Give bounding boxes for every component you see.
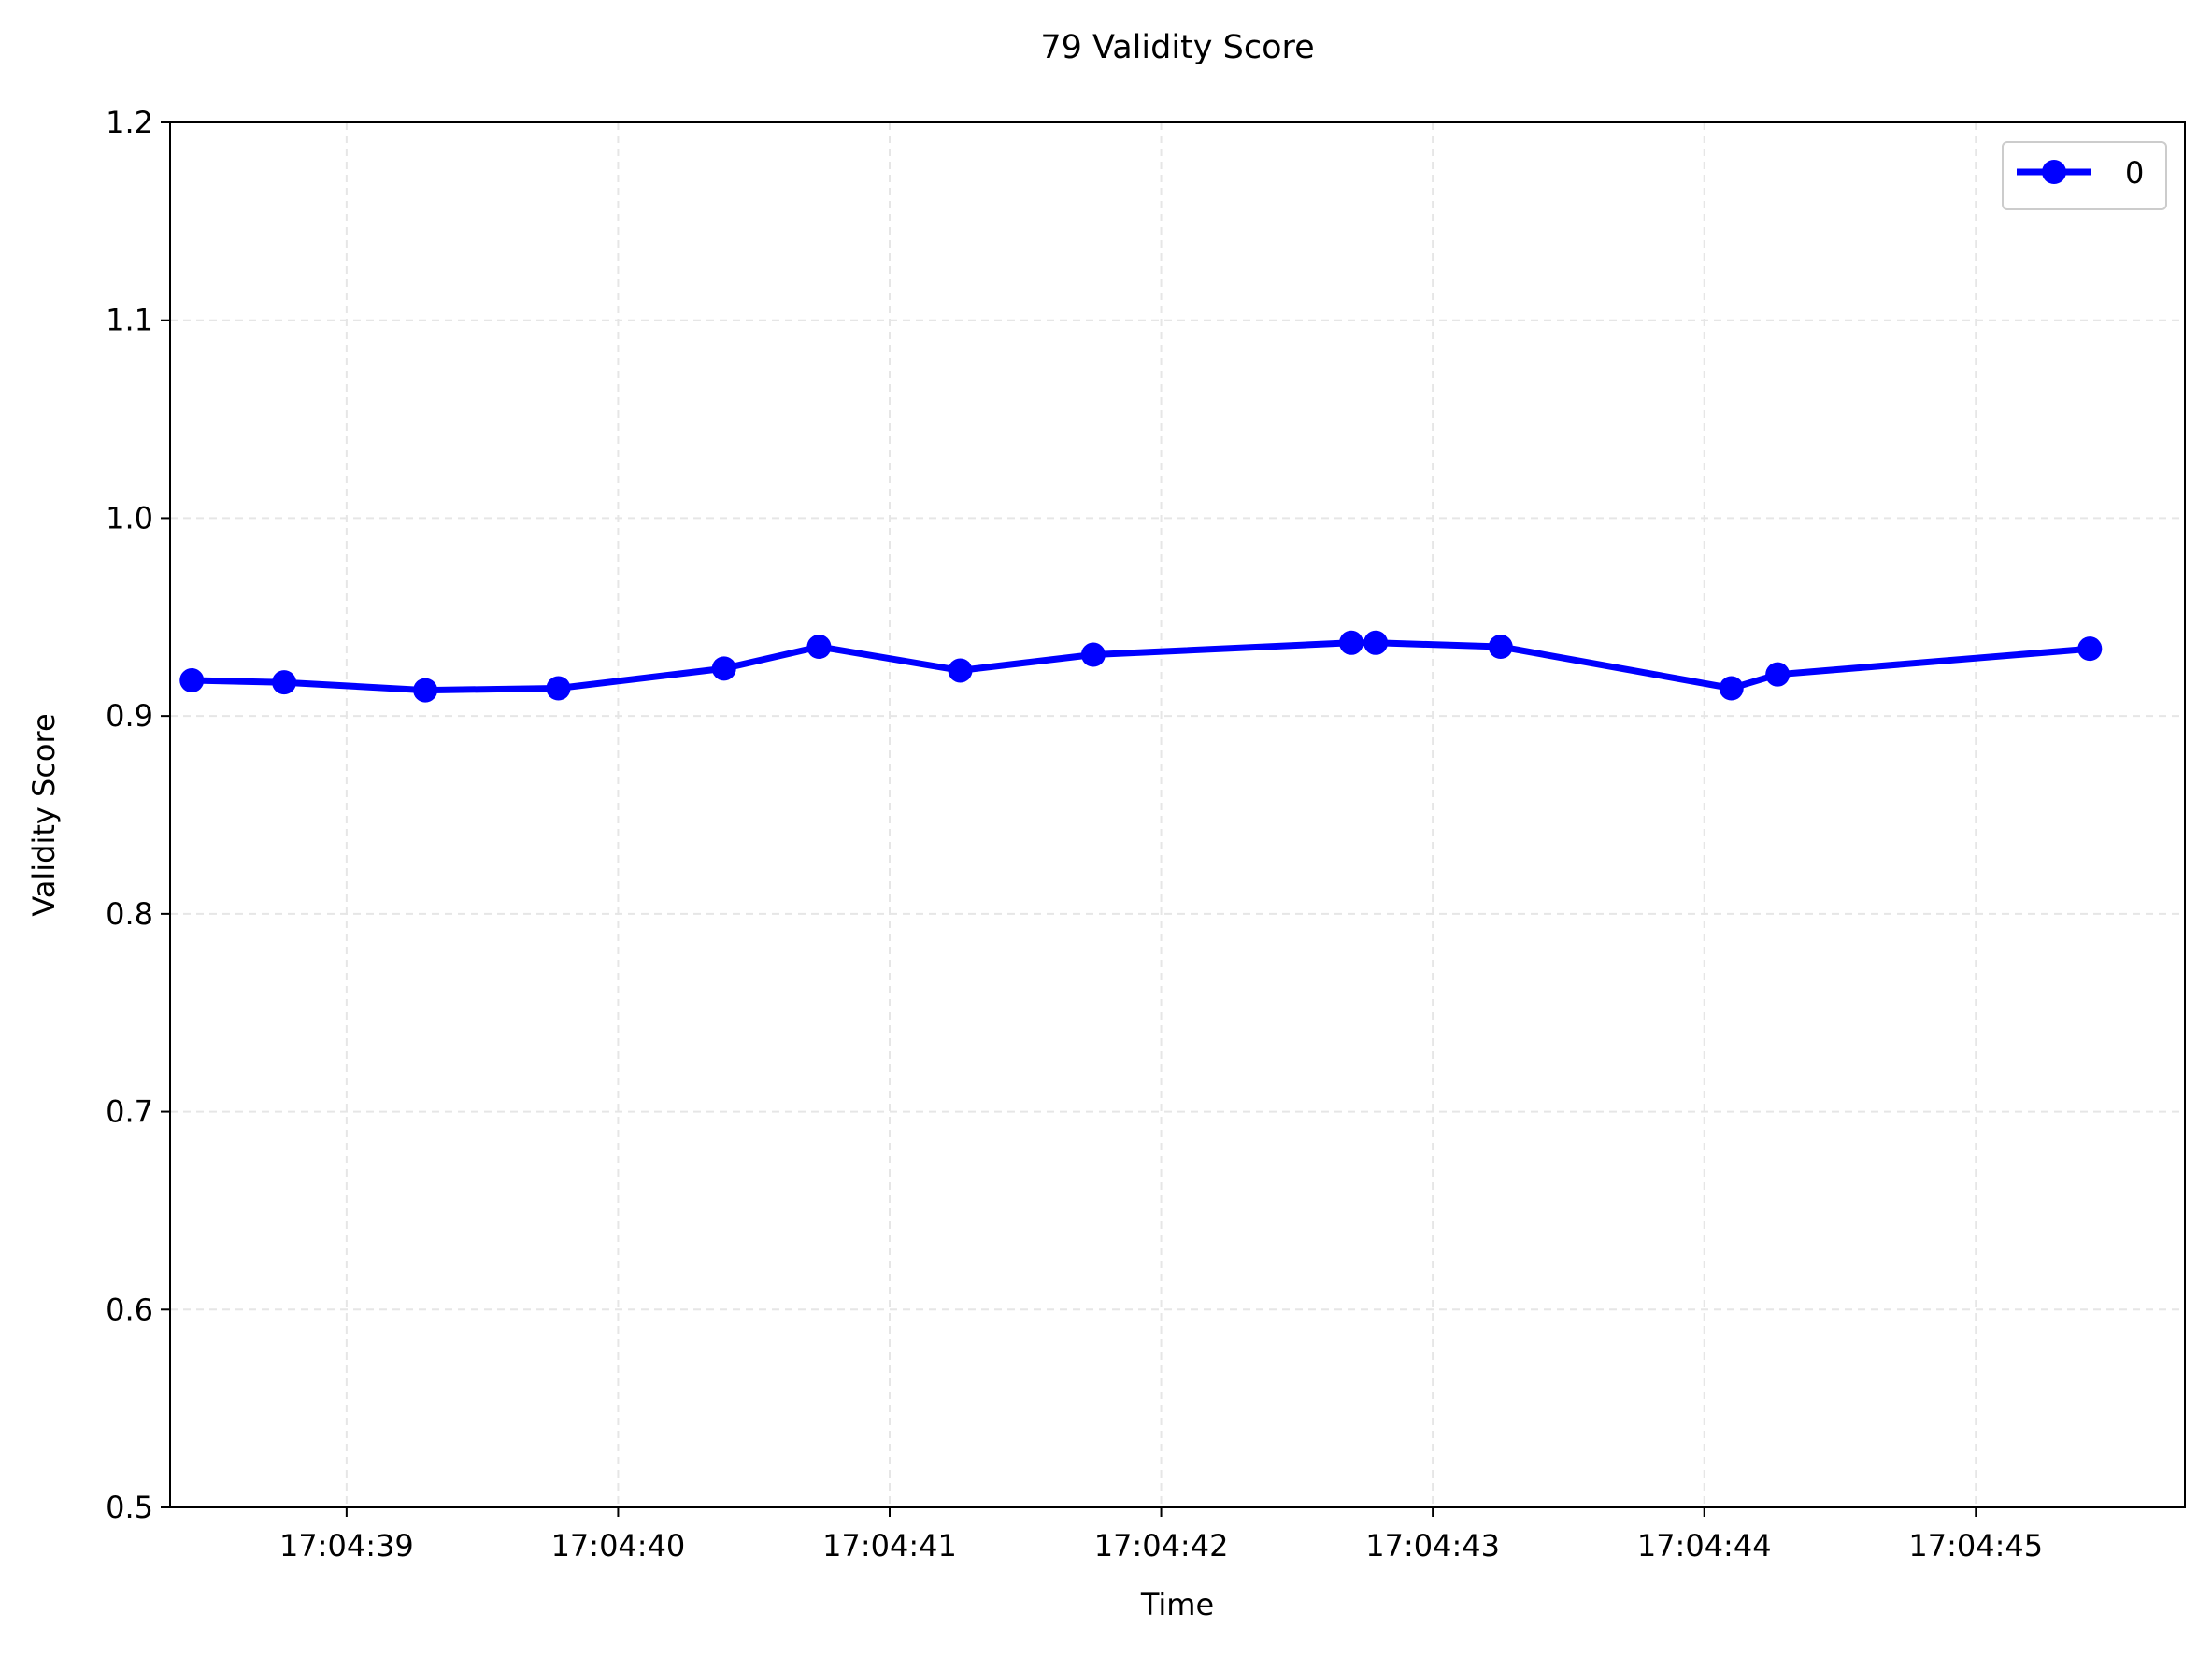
ticks-layer: 0.5 0.6 0.7 0.8 0.9 1.0 1.1 1.2 17:04:39 17:04:40… bbox=[106, 105, 2043, 1563]
data-point bbox=[546, 676, 571, 701]
data-point bbox=[1338, 630, 1363, 655]
data-point bbox=[1080, 642, 1106, 667]
legend-box bbox=[2002, 141, 2167, 210]
y-tick-label: 0.9 bbox=[106, 698, 153, 734]
y-tick-label: 1.2 bbox=[106, 105, 153, 140]
x-tick-label: 17:04:43 bbox=[1365, 1528, 1500, 1563]
x-tick-label: 17:04:41 bbox=[822, 1528, 957, 1563]
series-line bbox=[188, 639, 2093, 694]
y-tick-label: 0.8 bbox=[106, 896, 153, 932]
legend-marker-swatch bbox=[2042, 160, 2066, 184]
y-tick-label: 1.0 bbox=[106, 500, 153, 535]
data-point bbox=[413, 678, 438, 703]
data-point bbox=[2077, 636, 2103, 662]
y-tick-label: 0.7 bbox=[106, 1094, 153, 1130]
x-tick-label: 17:04:40 bbox=[551, 1528, 686, 1563]
data-point bbox=[711, 656, 736, 681]
data-point bbox=[806, 635, 832, 660]
data-point bbox=[272, 670, 297, 695]
y-tick-label: 0.6 bbox=[106, 1292, 153, 1327]
data-point bbox=[1719, 676, 1744, 701]
data-point bbox=[1488, 635, 1513, 660]
plot-frame bbox=[169, 121, 2186, 1508]
x-tick-label: 17:04:42 bbox=[1094, 1528, 1229, 1563]
series-layer bbox=[179, 630, 2103, 703]
legend-entry-label: 0 bbox=[2125, 155, 2144, 191]
x-tick-label: 17:04:45 bbox=[1908, 1528, 2043, 1563]
x-tick-label: 17:04:39 bbox=[279, 1528, 414, 1563]
y-axis-label: Validity Score bbox=[26, 713, 62, 916]
data-point bbox=[1765, 662, 1791, 687]
data-point bbox=[948, 658, 973, 683]
chart-title: 79 Validity Score bbox=[1040, 29, 1314, 66]
data-point bbox=[179, 668, 205, 693]
data-point bbox=[1363, 630, 1389, 655]
x-tick-label: 17:04:44 bbox=[1637, 1528, 1772, 1563]
x-axis-label: Time bbox=[1140, 1587, 1214, 1622]
y-tick-label: 0.5 bbox=[106, 1490, 153, 1525]
y-tick-label: 1.1 bbox=[106, 303, 153, 338]
legend: 0 bbox=[2002, 141, 2167, 210]
